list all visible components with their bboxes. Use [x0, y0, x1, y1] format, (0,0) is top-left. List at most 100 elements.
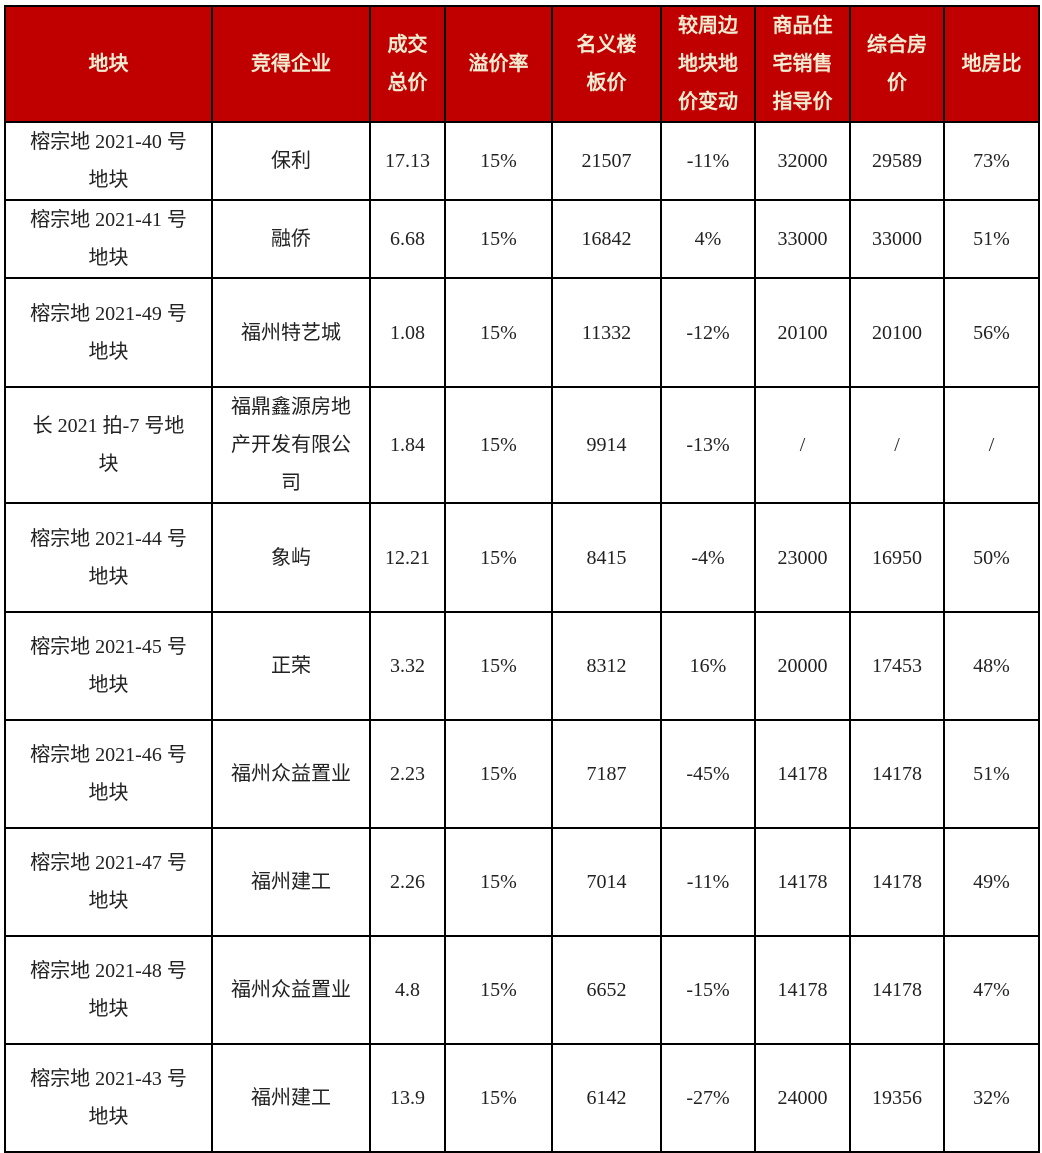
cell-total-price: 12.21: [369, 502, 446, 613]
cell-composite-house-price: 14178: [849, 935, 945, 1045]
header-total-price: 成交 总价: [369, 5, 446, 123]
cell-nominal-floor-price: 7014: [551, 827, 662, 937]
cell-premium-rate: 15%: [444, 277, 553, 388]
table-row: 榕宗地 2021-48 号 地块 福州众益置业 4.8 15% 6652 -15% 1417…: [4, 935, 1040, 1045]
cell-total-price: 13.9: [369, 1043, 446, 1153]
cell-change-vs-nearby: -13%: [660, 386, 756, 504]
cell-land-house-ratio: 51%: [943, 199, 1040, 279]
header-composite-house-price: 综合房 价: [849, 5, 945, 123]
cell-premium-rate: 15%: [444, 611, 553, 721]
cell-change-vs-nearby: 4%: [660, 199, 756, 279]
cell-nominal-floor-price: 16842: [551, 199, 662, 279]
cell-plot: 榕宗地 2021-48 号 地块: [4, 935, 213, 1045]
table-row: 榕宗地 2021-49 号 地块 福州特艺城 1.08 15% 11332 -12% 201…: [4, 277, 1040, 388]
cell-guide-price: 14178: [754, 827, 851, 937]
header-plot: 地块: [4, 5, 213, 123]
header-nominal-floor-price: 名义楼 板价: [551, 5, 662, 123]
cell-plot: 榕宗地 2021-45 号 地块: [4, 611, 213, 721]
header-guide-price: 商品住 宅销售 指导价: [754, 5, 851, 123]
cell-guide-price: 20000: [754, 611, 851, 721]
cell-winning-company: 福州众益置业: [211, 935, 371, 1045]
cell-land-house-ratio: 56%: [943, 277, 1040, 388]
cell-composite-house-price: 19356: [849, 1043, 945, 1153]
cell-plot: 榕宗地 2021-47 号 地块: [4, 827, 213, 937]
cell-plot: 榕宗地 2021-44 号 地块: [4, 502, 213, 613]
cell-premium-rate: 15%: [444, 121, 553, 201]
cell-land-house-ratio: 51%: [943, 719, 1040, 829]
cell-composite-house-price: 17453: [849, 611, 945, 721]
cell-nominal-floor-price: 8312: [551, 611, 662, 721]
cell-winning-company: 象屿: [211, 502, 371, 613]
cell-land-house-ratio: 48%: [943, 611, 1040, 721]
cell-winning-company: 福州建工: [211, 827, 371, 937]
land-auction-table: 地块 竞得企业 成交 总价 溢价率 名义楼 板价 较周边 地块地 价变动 商品住 宅销售 指…: [4, 5, 1040, 1153]
cell-land-house-ratio: /: [943, 386, 1040, 504]
cell-composite-house-price: 16950: [849, 502, 945, 613]
cell-change-vs-nearby: -27%: [660, 1043, 756, 1153]
cell-plot: 榕宗地 2021-43 号 地块: [4, 1043, 213, 1153]
table-row: 榕宗地 2021-43 号 地块 福州建工 13.9 15% 6142 -27% 24000…: [4, 1043, 1040, 1153]
cell-premium-rate: 15%: [444, 199, 553, 279]
cell-guide-price: 14178: [754, 719, 851, 829]
cell-composite-house-price: /: [849, 386, 945, 504]
cell-land-house-ratio: 47%: [943, 935, 1040, 1045]
cell-premium-rate: 15%: [444, 719, 553, 829]
table-row: 榕宗地 2021-45 号 地块 正荣 3.32 15% 8312 16% 20000 174…: [4, 611, 1040, 721]
cell-premium-rate: 15%: [444, 935, 553, 1045]
cell-plot: 榕宗地 2021-49 号 地块: [4, 277, 213, 388]
header-row: 地块 竞得企业 成交 总价 溢价率 名义楼 板价 较周边 地块地 价变动 商品住 宅销售 指…: [4, 5, 1040, 123]
cell-change-vs-nearby: -45%: [660, 719, 756, 829]
cell-land-house-ratio: 49%: [943, 827, 1040, 937]
header-land-house-ratio: 地房比: [943, 5, 1040, 123]
cell-composite-house-price: 20100: [849, 277, 945, 388]
cell-land-house-ratio: 50%: [943, 502, 1040, 613]
cell-winning-company: 融侨: [211, 199, 371, 279]
cell-change-vs-nearby: -4%: [660, 502, 756, 613]
cell-plot: 长 2021 拍-7 号地 块: [4, 386, 213, 504]
cell-winning-company: 福州特艺城: [211, 277, 371, 388]
table-row: 榕宗地 2021-41 号 地块 融侨 6.68 15% 16842 4% 33000 330…: [4, 199, 1040, 279]
cell-premium-rate: 15%: [444, 827, 553, 937]
cell-guide-price: /: [754, 386, 851, 504]
cell-guide-price: 33000: [754, 199, 851, 279]
cell-winning-company: 保利: [211, 121, 371, 201]
table-row: 榕宗地 2021-44 号 地块 象屿 12.21 15% 8415 -4% 23000 16…: [4, 502, 1040, 613]
cell-winning-company: 正荣: [211, 611, 371, 721]
cell-nominal-floor-price: 7187: [551, 719, 662, 829]
cell-premium-rate: 15%: [444, 502, 553, 613]
cell-total-price: 1.84: [369, 386, 446, 504]
cell-nominal-floor-price: 11332: [551, 277, 662, 388]
cell-total-price: 6.68: [369, 199, 446, 279]
cell-total-price: 2.23: [369, 719, 446, 829]
cell-plot: 榕宗地 2021-41 号 地块: [4, 199, 213, 279]
cell-winning-company: 福州众益置业: [211, 719, 371, 829]
cell-total-price: 3.32: [369, 611, 446, 721]
cell-guide-price: 32000: [754, 121, 851, 201]
cell-premium-rate: 15%: [444, 386, 553, 504]
cell-change-vs-nearby: -12%: [660, 277, 756, 388]
cell-nominal-floor-price: 6652: [551, 935, 662, 1045]
header-change-vs-nearby: 较周边 地块地 价变动: [660, 5, 756, 123]
cell-winning-company: 福州建工: [211, 1043, 371, 1153]
cell-guide-price: 24000: [754, 1043, 851, 1153]
cell-land-house-ratio: 73%: [943, 121, 1040, 201]
cell-change-vs-nearby: -11%: [660, 827, 756, 937]
cell-total-price: 4.8: [369, 935, 446, 1045]
cell-guide-price: 20100: [754, 277, 851, 388]
cell-plot: 榕宗地 2021-40 号 地块: [4, 121, 213, 201]
cell-change-vs-nearby: -11%: [660, 121, 756, 201]
cell-nominal-floor-price: 21507: [551, 121, 662, 201]
cell-nominal-floor-price: 6142: [551, 1043, 662, 1153]
cell-total-price: 1.08: [369, 277, 446, 388]
cell-composite-house-price: 33000: [849, 199, 945, 279]
cell-premium-rate: 15%: [444, 1043, 553, 1153]
cell-nominal-floor-price: 8415: [551, 502, 662, 613]
cell-composite-house-price: 14178: [849, 827, 945, 937]
cell-nominal-floor-price: 9914: [551, 386, 662, 504]
table-row: 榕宗地 2021-46 号 地块 福州众益置业 2.23 15% 7187 -45% 141…: [4, 719, 1040, 829]
cell-composite-house-price: 14178: [849, 719, 945, 829]
cell-change-vs-nearby: -15%: [660, 935, 756, 1045]
cell-change-vs-nearby: 16%: [660, 611, 756, 721]
cell-guide-price: 14178: [754, 935, 851, 1045]
header-winning-company: 竞得企业: [211, 5, 371, 123]
